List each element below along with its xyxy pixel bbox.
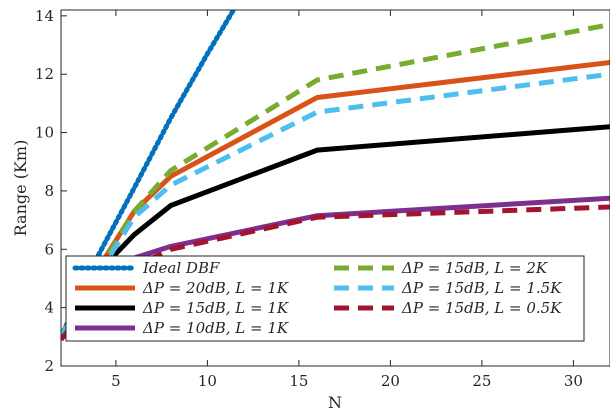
legend-label-6: ΔP = 15dB, L = 1.5K	[401, 279, 562, 297]
legend-label-1: Ideal DBF	[142, 259, 220, 277]
legend-label-7: ΔP = 15dB, L = 0.5K	[401, 299, 562, 317]
legend-label-4: ΔP = 10dB, L = 1K	[142, 319, 289, 337]
x-tick-label: 10	[198, 372, 217, 390]
legend: Ideal DBF ΔP = 20dB, L = 1K ΔP = 15dB, L =…	[65, 255, 585, 342]
x-tick-label: 30	[564, 372, 583, 390]
x-tick-label: 5	[111, 372, 121, 390]
y-tick-label: 8	[44, 182, 54, 200]
y-tick-label: 2	[44, 357, 54, 375]
legend-box	[65, 255, 585, 342]
x-tick-label: 20	[381, 372, 400, 390]
x-tick-label: 15	[289, 372, 308, 390]
y-tick-label: 14	[35, 7, 54, 25]
y-tick-label: 10	[35, 124, 54, 142]
legend-label-2: ΔP = 20dB, L = 1K	[142, 279, 289, 297]
y-tick-label: 6	[44, 240, 54, 258]
x-tick-label: 25	[472, 372, 491, 390]
plot-frame	[60, 9, 610, 367]
y-tick-label: 4	[44, 299, 54, 317]
x-axis-label: N	[328, 393, 342, 412]
legend-label-3: ΔP = 15dB, L = 1K	[142, 299, 289, 317]
legend-label-5: ΔP = 15dB, L = 2K	[401, 259, 548, 277]
y-tick-label: 12	[35, 65, 54, 83]
y-axis-label: Range (Km)	[11, 140, 30, 237]
axes: 5 10 15 20 25 30 2 4 6 8 10 12 14	[35, 7, 610, 390]
